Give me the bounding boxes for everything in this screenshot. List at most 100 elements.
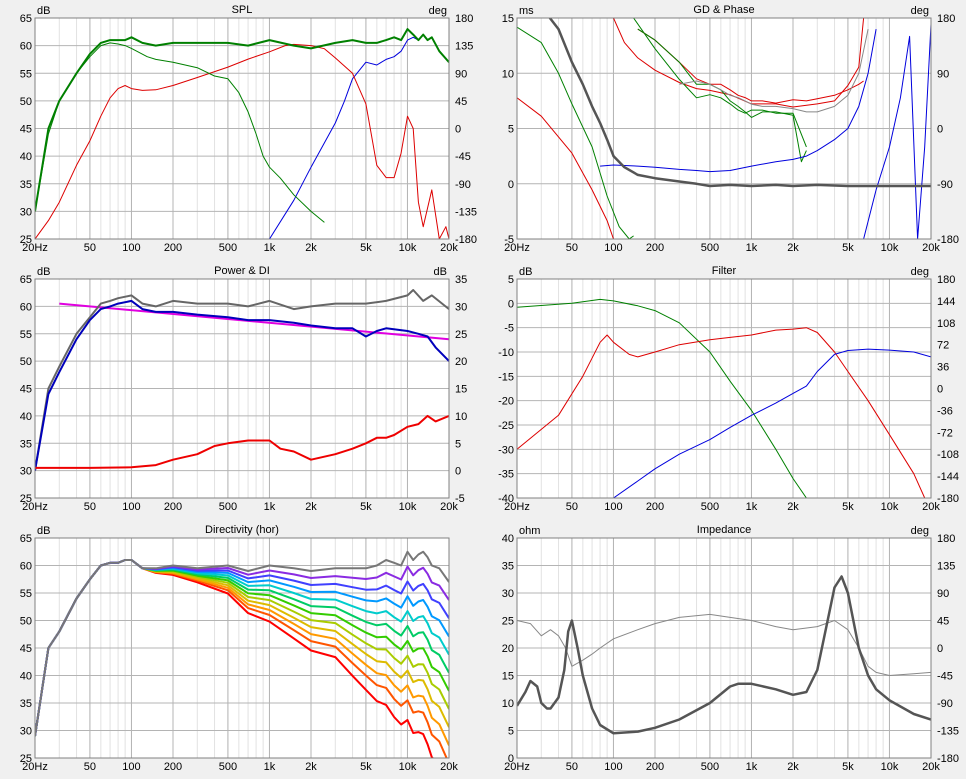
filter-plot-area (517, 279, 931, 498)
spl-y2-tick-label: 45 (455, 96, 467, 108)
impedance-y2-tick-label: 90 (937, 588, 949, 600)
impedance-x-tick-label: 100 (604, 761, 622, 773)
filter-y-tick-label: -10 (498, 347, 514, 359)
filter-y2-tick-label: 36 (937, 362, 949, 374)
directivity-x-tick-label: 2k (305, 761, 317, 773)
directivity-y-label: dB (37, 525, 50, 537)
directivity-x-tick-label: 20Hz (22, 761, 48, 773)
power-di-series-group (35, 289, 449, 471)
filter-series-line (517, 298, 807, 498)
directivity-panel: Directivity (hor) dB 20Hz 50 100 200 500 1k 2k… (20, 524, 459, 773)
filter-x-tick-label: 5k (842, 501, 854, 513)
impedance-x-tick-label: 10k (881, 761, 899, 773)
power-di-x-tick-label: 50 (84, 501, 96, 513)
impedance-x-tick-label: 500 (701, 761, 719, 773)
power-di-y-tick-label: 55 (20, 329, 32, 341)
filter-x-tick-label: 10k (881, 501, 899, 513)
filter-x-tick-label: 200 (646, 501, 664, 513)
filter-y2-tick-label: 0 (937, 384, 943, 396)
spl-x-tick-label: 20Hz (22, 242, 48, 254)
gd-phase-y-tick-label: 10 (502, 68, 514, 80)
gd-phase-x-tick-label: 20k (922, 242, 940, 254)
gd-phase-y-label: ms (519, 5, 534, 17)
power-di-y2-tick-label: 35 (455, 274, 467, 286)
impedance-y-tick-label: 15 (502, 671, 514, 683)
directivity-y-tick-label: 55 (20, 588, 32, 600)
spl-y2-tick-label: -45 (455, 151, 471, 163)
gd-phase-x-tick-label: 5k (842, 242, 854, 254)
gd-phase-y-tick-label: 5 (508, 124, 514, 136)
impedance-y2-tick-label: -180 (937, 753, 959, 765)
spl-frame (34, 17, 450, 240)
gd-phase-y2-tick-label: 90 (937, 68, 949, 80)
gd-phase-y2-tick-label: 0 (937, 124, 943, 136)
gd-phase-series-line (679, 28, 869, 113)
directivity-series-line (35, 550, 449, 737)
spl-y-tick-label: 30 (20, 206, 32, 218)
spl-y2-tick-label: 180 (455, 13, 473, 25)
gd-phase-x-tick-label: 1k (746, 242, 758, 254)
directivity-x-tick-label: 200 (164, 761, 182, 773)
filter-x-tick-label: 20Hz (504, 501, 530, 513)
spl-y-tick-label: 60 (20, 41, 32, 53)
power-di-series-line (59, 302, 449, 341)
power-di-series-line (35, 414, 449, 469)
gd-phase-x-tick-label: 100 (604, 242, 622, 254)
power-di-y2-tick-label: 25 (455, 329, 467, 341)
power-di-y2-tick-label: -5 (455, 493, 465, 505)
gd-phase-series-line (637, 28, 807, 163)
filter-y-tick-label: -40 (498, 493, 514, 505)
gd-phase-series-line (863, 24, 931, 239)
gd-phase-series-group (517, 18, 931, 239)
spl-x-tick-label: 2k (305, 242, 317, 254)
power-di-x-tick-label: 20Hz (22, 501, 48, 513)
power-di-y-tick-label: 25 (20, 493, 32, 505)
directivity-y-tick-label: 25 (20, 753, 32, 765)
filter-y-tick-label: -20 (498, 396, 514, 408)
gd-phase-frame (516, 17, 932, 240)
impedance-x-tick-label: 5k (842, 761, 854, 773)
impedance-x-tick-label: 20Hz (504, 761, 530, 773)
gd-phase-series-line (548, 18, 931, 188)
impedance-y-tick-label: 35 (502, 561, 514, 573)
filter-y-label: dB (519, 266, 532, 278)
spl-title: SPL (232, 4, 253, 16)
impedance-series-line (517, 575, 931, 735)
directivity-title: Directivity (hor) (205, 524, 279, 536)
spl-y-tick-label: 40 (20, 151, 32, 163)
gd-phase-x-tick-label: 200 (646, 242, 664, 254)
impedance-y2-tick-label: 45 (937, 616, 949, 628)
spl-y2-label: deg (429, 5, 447, 17)
gd-phase-y2-tick-label: -90 (937, 179, 953, 191)
filter-y2-tick-label: -108 (937, 449, 959, 461)
power-di-y-tick-label: 50 (20, 356, 32, 368)
impedance-x-tick-label: 1k (746, 761, 758, 773)
spl-y-tick-label: 50 (20, 96, 32, 108)
directivity-y-tick-label: 40 (20, 671, 32, 683)
directivity-x-tick-label: 50 (84, 761, 96, 773)
directivity-y-tick-label: 50 (20, 616, 32, 628)
spl-x-tick-label: 50 (84, 242, 96, 254)
power-di-y2-tick-label: 30 (455, 301, 467, 313)
spl-x-tick-label: 500 (219, 242, 237, 254)
directivity-x-tick-label: 500 (219, 761, 237, 773)
power-di-x-tick-label: 20k (440, 501, 458, 513)
directivity-y-tick-label: 45 (20, 643, 32, 655)
filter-y-tick-label: -5 (504, 323, 514, 335)
impedance-y2-label: deg (911, 525, 929, 537)
spl-y-tick-label: 25 (20, 234, 32, 246)
spl-y2-tick-label: 0 (455, 124, 461, 136)
gd-phase-series-line (517, 26, 634, 239)
impedance-y2-tick-label: 135 (937, 561, 955, 573)
filter-series-line (613, 348, 931, 498)
impedance-series-group (517, 575, 931, 735)
gd-phase-y-tick-label: -5 (504, 234, 514, 246)
impedance-y-tick-label: 40 (502, 533, 514, 545)
power-di-y-tick-label: 45 (20, 384, 32, 396)
impedance-frame (516, 537, 932, 759)
filter-x-tick-label: 20k (922, 501, 940, 513)
spl-x-tick-label: 100 (122, 242, 140, 254)
power-di-y2-tick-label: 10 (455, 411, 467, 423)
directivity-x-tick-label: 1k (264, 761, 276, 773)
directivity-x-tick-label: 5k (360, 761, 372, 773)
